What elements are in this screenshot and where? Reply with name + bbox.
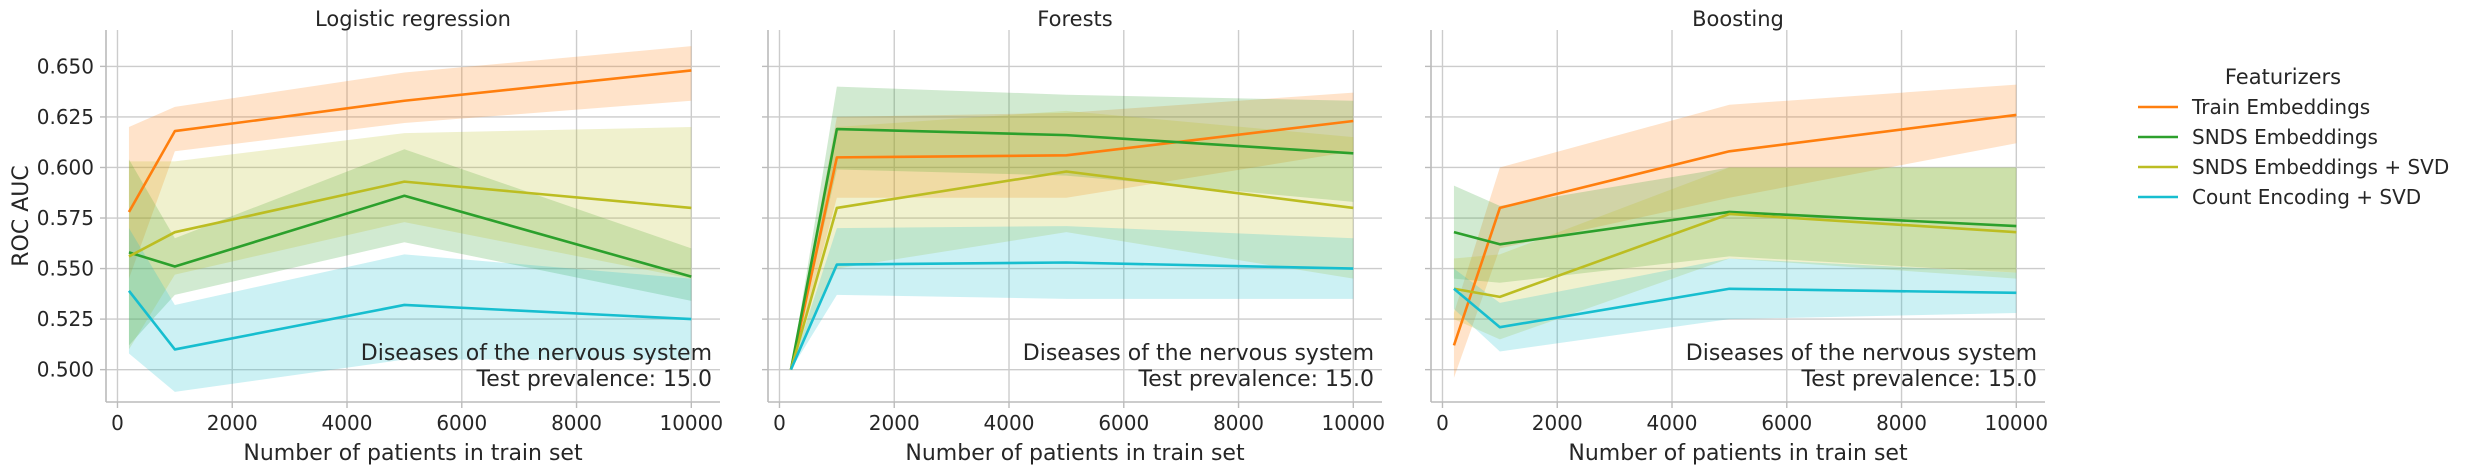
band-train-embeddings — [790, 92, 1354, 370]
x-tick-label: 0 — [773, 411, 786, 435]
x-tick-label: 10000 — [1984, 411, 2048, 435]
panel-title: Boosting — [1692, 7, 1784, 31]
y-tick-label: 0.625 — [37, 105, 94, 129]
x-tick-label: 8000 — [1213, 411, 1264, 435]
legend-entry-label: SNDS Embeddings — [2192, 125, 2378, 149]
band-snds-embeddings-svd — [128, 127, 692, 350]
x-tick-label: 8000 — [551, 411, 602, 435]
panel-2: 0 2000 4000 6000 8000 10000 Forests Number of p… — [762, 7, 1385, 466]
band-snds-embeddings — [1453, 167, 2017, 283]
series-line-snds-embeddings — [128, 194, 692, 278]
x-tick-label: 0 — [1436, 411, 1449, 435]
grid — [768, 30, 1382, 402]
band-snds-embeddings-svd — [790, 110, 1354, 370]
band-count-encoding-svd — [790, 226, 1354, 370]
legend-entry-label: SNDS Embeddings + SVD — [2192, 155, 2449, 179]
series-line-snds-embeddings-svd — [789, 170, 1354, 371]
x-tick-label: 4000 — [322, 411, 373, 435]
band-train-embeddings — [128, 46, 692, 279]
panel-annotation-line: Test prevalence: 15.0 — [1138, 367, 1375, 392]
x-tick-label: 0 — [111, 411, 124, 435]
x-tick-label: 6000 — [1761, 411, 1812, 435]
series-line-count-encoding-svd — [789, 261, 1354, 371]
y-tick-label: 0.500 — [37, 358, 94, 382]
panel-annotation-line: Test prevalence: 15.0 — [1801, 367, 2038, 392]
panel-annotation-line: Diseases of the nervous system — [1686, 341, 2037, 366]
series-line-train-embeddings — [1452, 113, 2017, 346]
x-axis-label: Number of patients in train set — [243, 441, 583, 466]
panels-layer: 0 2000 4000 6000 8000 10000 0.500 0.525 0.550 0.5… — [9, 7, 2048, 466]
x-tick-label: 10000 — [1321, 411, 1385, 435]
series-line-snds-embeddings-svd — [128, 180, 692, 258]
x-tick-label: 2000 — [207, 411, 258, 435]
x-tick-label: 4000 — [1647, 411, 1698, 435]
panel-3: 0 2000 4000 6000 8000 10000 Boosting Number of … — [1425, 7, 2048, 466]
x-axis-label: Number of patients in train set — [905, 441, 1245, 466]
y-axis-label: ROC AUC — [9, 165, 34, 266]
series-line-count-encoding-svd — [1453, 287, 2017, 329]
series-line-snds-embeddings-svd — [1453, 212, 2017, 299]
grid — [106, 30, 720, 402]
y-tick-label: 0.575 — [37, 206, 94, 230]
band-count-encoding-svd — [128, 228, 692, 392]
panel-1: 0 2000 4000 6000 8000 10000 0.500 0.525 0.550 0.5… — [37, 7, 723, 466]
panel-annotation-line: Diseases of the nervous system — [361, 341, 712, 366]
series-line-snds-embeddings — [1453, 210, 2017, 246]
series-line-snds-embeddings — [789, 127, 1354, 370]
x-tick-label: 6000 — [1098, 411, 1149, 435]
panel-annotation-line: Diseases of the nervous system — [1023, 341, 1374, 366]
legend-entry-label: Train Embeddings — [2191, 95, 2370, 119]
y-tick-label: 0.650 — [37, 54, 94, 78]
legend: Featurizers Train Embeddings SNDS Embeddin… — [2138, 65, 2449, 209]
series-line-count-encoding-svd — [127, 289, 692, 351]
x-tick-label: 8000 — [1876, 411, 1927, 435]
x-tick-label: 2000 — [869, 411, 920, 435]
panel-title: Logistic regression — [315, 7, 511, 31]
y-tick-label: 0.600 — [37, 155, 94, 179]
series-line-train-embeddings — [127, 69, 692, 213]
x-axis-label: Number of patients in train set — [1568, 441, 1908, 466]
band-snds-embeddings-svd — [1453, 167, 2017, 340]
legend-entry-label: Count Encoding + SVD — [2192, 185, 2421, 209]
series-line-train-embeddings — [789, 119, 1354, 370]
panel-title: Forests — [1037, 7, 1112, 31]
band-train-embeddings — [1453, 84, 2017, 378]
grid — [1431, 30, 2045, 402]
x-tick-label: 2000 — [1532, 411, 1583, 435]
legend-title: Featurizers — [2225, 65, 2341, 89]
panel-annotation-line: Test prevalence: 15.0 — [476, 367, 713, 392]
x-tick-label: 4000 — [984, 411, 1035, 435]
band-count-encoding-svd — [1453, 258, 2017, 352]
y-tick-label: 0.525 — [37, 307, 94, 331]
x-tick-label: 6000 — [436, 411, 487, 435]
y-tick-label: 0.550 — [37, 257, 94, 281]
x-tick-label: 10000 — [659, 411, 723, 435]
